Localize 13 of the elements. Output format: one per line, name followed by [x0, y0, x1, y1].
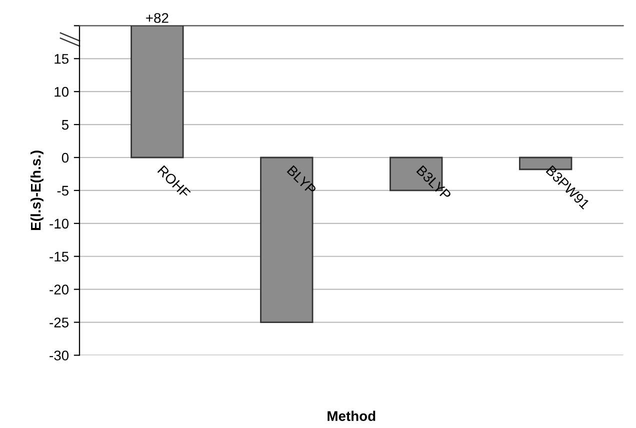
y-tick-label: -15	[50, 252, 69, 262]
y-tick-label: -5	[57, 186, 68, 196]
y-tick-label: 0	[62, 152, 69, 163]
y-tick-label: -10	[50, 218, 69, 229]
y-tick-label: 10	[54, 86, 69, 97]
x-axis-title: Method	[328, 410, 376, 421]
annotation: +82	[146, 13, 168, 23]
y-tick-label: -25	[50, 318, 69, 328]
y-tick-label: -30	[50, 350, 69, 360]
y-tick-label: -20	[50, 284, 69, 294]
y-tick-label: 5	[62, 120, 68, 130]
y-tick-label: 15	[54, 54, 69, 64]
y-axis-title: E(l.s)-E(h.s.)	[30, 150, 44, 230]
